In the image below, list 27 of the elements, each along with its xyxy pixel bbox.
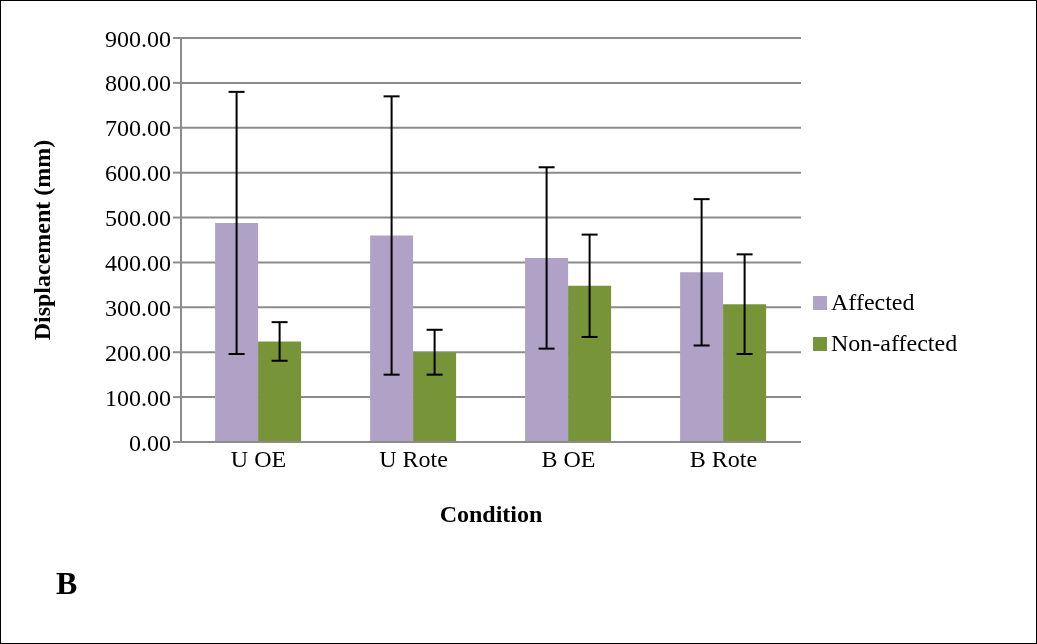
bar: [723, 304, 767, 442]
text: B: [56, 565, 78, 602]
bar: [258, 341, 302, 442]
y-tick-label: 300.00: [105, 294, 171, 321]
x-axis-title: Condition: [439, 501, 543, 527]
y-tick-label: 100.00: [105, 384, 171, 411]
x-tick-label: B OE: [541, 446, 596, 473]
y-tick-label: 600.00: [105, 160, 171, 187]
legend-label: Affected: [831, 289, 915, 316]
y-tick-label: 200.00: [105, 339, 171, 366]
y-tick-label: 900.00: [105, 25, 171, 52]
bar: [680, 272, 724, 442]
bar: [413, 352, 457, 442]
y-tick-label: 700.00: [105, 115, 171, 142]
y-tick-label: 400.00: [105, 249, 171, 276]
y-tick-label: 800.00: [105, 70, 171, 97]
y-tick-label: 0.00: [129, 429, 171, 456]
x-tick-label: U Rote: [379, 446, 448, 473]
legend-label: Non-affected: [831, 330, 958, 357]
bar: [215, 222, 259, 442]
y-axis-title: Displacement (mm): [28, 139, 55, 341]
x-tick-label: U OE: [230, 446, 287, 473]
bar: [568, 285, 612, 442]
bar: [370, 235, 414, 442]
bar: [525, 257, 569, 442]
x-tick-label: B Rote: [689, 446, 758, 473]
y-tick-label: 500.00: [105, 205, 171, 232]
